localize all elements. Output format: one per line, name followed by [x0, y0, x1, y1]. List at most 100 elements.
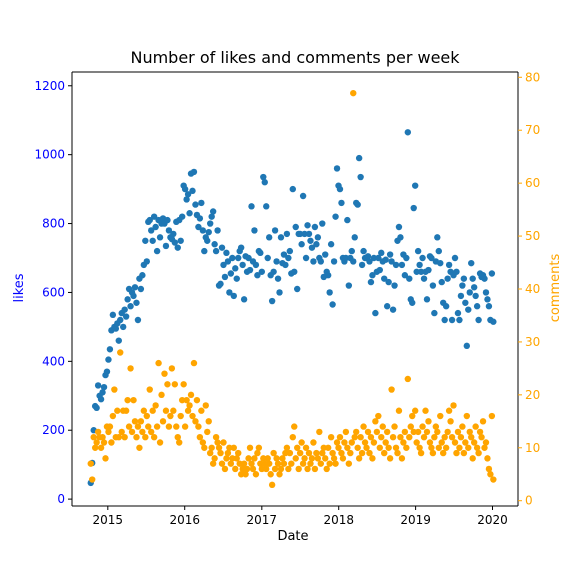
comments-point: [224, 449, 232, 457]
comments-point: [448, 434, 456, 441]
comments-point: [201, 444, 208, 451]
likes-point: [463, 342, 471, 350]
comments-point: [288, 460, 295, 467]
comments-point: [394, 449, 401, 457]
comments-point: [383, 428, 391, 436]
comments-point: [463, 412, 471, 420]
likes-point: [345, 282, 353, 289]
likes-point: [103, 368, 111, 375]
comments-point: [457, 434, 465, 441]
likes-point: [431, 309, 438, 317]
comments-point: [205, 418, 212, 425]
comments-point: [319, 449, 326, 457]
likes-point: [481, 275, 488, 282]
likes-point: [217, 280, 224, 288]
likes-point: [93, 404, 100, 412]
comments-point: [437, 412, 444, 420]
likes-point: [434, 234, 441, 241]
x-tick-label: 2018: [323, 513, 354, 527]
comments-point: [133, 434, 140, 441]
likes-point: [178, 213, 186, 220]
likes-point: [148, 227, 155, 234]
comments-point: [311, 465, 319, 473]
comments-point: [401, 428, 409, 436]
x-tick-label: 2015: [93, 513, 124, 527]
likes-point: [350, 258, 357, 265]
comments-point: [320, 444, 327, 451]
comments-point: [410, 428, 417, 436]
comments-point: [268, 481, 276, 489]
comments-point: [454, 428, 462, 436]
comments-point: [158, 391, 165, 399]
comments-point: [376, 444, 383, 451]
comments-point: [233, 455, 240, 462]
comments-point: [324, 444, 332, 451]
comments-point: [456, 444, 463, 451]
likes-point: [212, 247, 220, 255]
comments-point: [375, 412, 382, 420]
comments-point: [274, 460, 282, 467]
left-y-tick-label: 1000: [34, 148, 65, 162]
comments-point: [353, 428, 360, 436]
right-y-tick-label: 40: [525, 282, 540, 296]
comments-point: [481, 444, 488, 451]
comments-point: [348, 439, 355, 446]
comments-point: [146, 386, 153, 393]
comments-point: [381, 449, 388, 457]
right-y-tick-label: 60: [525, 176, 540, 190]
comments-point: [409, 412, 416, 420]
comments-point: [277, 465, 285, 473]
comments-point: [462, 439, 469, 446]
comments-point: [354, 444, 361, 451]
comments-point: [442, 444, 450, 451]
comments-point: [291, 423, 298, 430]
likes-point: [239, 261, 246, 269]
comments-point: [276, 471, 283, 478]
likes-point: [189, 187, 196, 195]
comments-point: [488, 412, 496, 420]
left-axis-label: likes: [12, 273, 27, 302]
likes-point: [453, 268, 460, 275]
comments-point: [314, 455, 322, 462]
likes-point: [369, 272, 376, 279]
comments-point: [91, 444, 99, 451]
likes-point: [152, 223, 159, 231]
comments-point: [416, 444, 423, 451]
comments-point: [212, 434, 220, 441]
comments-point: [355, 455, 363, 462]
likes-point: [336, 185, 344, 193]
likes-point: [245, 254, 252, 262]
comments-point: [183, 396, 190, 404]
left-y-tick-label: 600: [42, 285, 65, 299]
likes-point: [404, 129, 412, 136]
comments-point: [236, 460, 243, 467]
likes-point: [273, 258, 280, 265]
comments-point: [111, 386, 118, 393]
likes-point: [370, 254, 378, 262]
likes-point: [139, 272, 146, 279]
comments-point: [227, 460, 235, 467]
likes-point: [425, 266, 432, 274]
comments-point: [249, 465, 257, 473]
likes-point: [329, 301, 336, 308]
likes-point: [311, 223, 319, 231]
likes-point: [190, 168, 198, 176]
likes-point: [304, 222, 311, 229]
likes-point: [307, 237, 314, 244]
likes-point: [196, 215, 204, 222]
comments-point: [145, 423, 152, 430]
likes-point: [237, 244, 245, 251]
likes-point: [386, 251, 394, 258]
likes-point: [221, 273, 229, 281]
likes-point: [473, 303, 481, 310]
comments-point: [385, 444, 392, 451]
comments-point: [271, 465, 279, 473]
likes-series: [87, 129, 497, 487]
likes-point: [444, 275, 451, 282]
comments-point: [441, 434, 448, 441]
comments-point: [198, 407, 205, 414]
comments-point: [230, 444, 237, 451]
likes-point: [324, 272, 332, 279]
likes-point: [392, 261, 400, 269]
